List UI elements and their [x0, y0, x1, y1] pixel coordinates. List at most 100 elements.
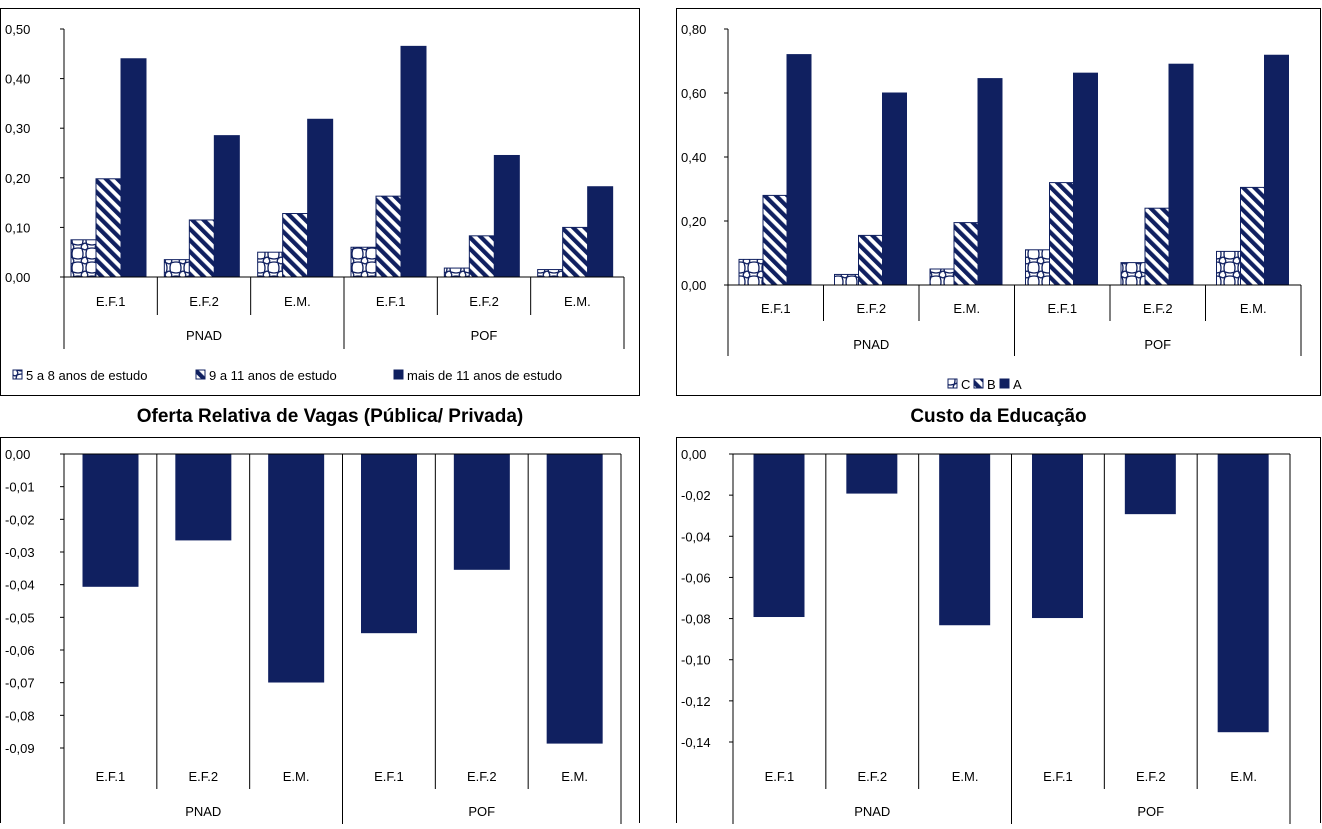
chart-frame: 0,80 0,60 0,40 0,20 0,00 E.F.1 E.F.2 E.M. E.F.1 E… [676, 8, 1321, 396]
bar [1240, 186, 1265, 286]
bar [834, 273, 859, 286]
y-tick-label: -0,09 [5, 741, 35, 756]
y-tick-label: -0,01 [5, 480, 35, 495]
legend-swatch [12, 369, 23, 380]
legend-label: 9 a 11 anos de estudo [209, 368, 337, 383]
legend-label: 5 a 8 anos de estudo [26, 368, 147, 383]
x-category-label: E.M. [952, 769, 979, 784]
bar [493, 154, 520, 278]
x-category-label: E.F.2 [188, 769, 218, 784]
y-tick-label: -0,07 [5, 676, 35, 691]
bar [939, 453, 991, 626]
chart-frame: 0,50 0,40 0,30 0,20 0,10 0,00 E.F.1 E.F.2 E.M. E.… [0, 8, 640, 396]
x-category-label: E.M. [1230, 769, 1257, 784]
bar [738, 258, 764, 286]
x-category-label: E.F.2 [189, 294, 219, 309]
x-category-label: E.F.2 [469, 294, 499, 309]
bar [562, 226, 589, 278]
y-tick-label: -0,08 [681, 612, 711, 627]
bar [1073, 72, 1098, 286]
x-category-label: E.F.2 [856, 301, 886, 316]
x-category-label: E.M. [561, 769, 588, 784]
bar [546, 453, 603, 744]
bar [1168, 63, 1194, 286]
bar [175, 453, 232, 541]
bar [1025, 249, 1050, 286]
bar [977, 78, 1003, 286]
y-tick-label: 0,20 [5, 171, 30, 186]
y-tick-label: 0,00 [5, 447, 30, 462]
legend-swatch [947, 378, 958, 389]
x-group-label: POF [468, 804, 495, 819]
bar [213, 135, 240, 278]
bar [163, 259, 190, 278]
y-tick-label: -0,02 [5, 512, 35, 527]
y-tick-label: -0,06 [681, 570, 711, 585]
y-tick-label: -0,08 [5, 708, 35, 723]
y-tick-label: 0,00 [681, 278, 706, 293]
bar-chart-2: 0,80 0,60 0,40 0,20 0,00 E.F.1 E.F.2 E.M. E.F.1 E… [681, 22, 1302, 392]
bar [188, 219, 215, 278]
x-category-label: E.F.2 [1136, 769, 1166, 784]
bar [786, 54, 812, 286]
bar [1049, 182, 1074, 286]
bar [375, 195, 402, 278]
bar [762, 194, 788, 286]
x-category-label: E.M. [953, 301, 980, 316]
bar [1124, 453, 1176, 515]
x-group-label: PNAD [186, 328, 222, 343]
y-tick-label: 0,80 [681, 22, 706, 37]
bar [1032, 453, 1083, 619]
y-tick-label: -0,03 [5, 545, 35, 560]
bar [1144, 207, 1170, 286]
bar [453, 453, 510, 570]
bar [882, 92, 907, 286]
y-tick-label: -0,02 [681, 488, 711, 503]
legend-swatch [973, 378, 984, 389]
x-category-label: E.F.2 [857, 769, 887, 784]
y-tick-label: -0,05 [5, 610, 35, 625]
bar [268, 453, 325, 683]
bar [120, 58, 147, 278]
chart-title: Oferta Relativa de Vagas (Pública/ Priva… [136, 406, 524, 427]
y-tick-label: 0,00 [5, 270, 30, 285]
bar [257, 251, 284, 278]
bar [929, 268, 955, 286]
bar-chart-1: 0,50 0,40 0,30 0,20 0,10 0,00 E.F.1 E.F.2 E.M. E.… [5, 22, 625, 383]
bar [846, 453, 898, 494]
chart-title: Custo da Educação [910, 406, 1087, 427]
y-tick-label: -0,04 [681, 529, 711, 544]
x-group-label: POF [471, 328, 498, 343]
y-tick-label: 0,40 [681, 150, 706, 165]
legend-swatch [393, 369, 404, 380]
x-category-label: E.M. [564, 294, 591, 309]
x-category-label: E.F.1 [761, 301, 791, 316]
x-group-label: PNAD [185, 804, 221, 819]
bar [1264, 54, 1289, 286]
x-group-label: PNAD [854, 804, 890, 819]
x-category-label: E.F.2 [1143, 301, 1173, 316]
legend-label: A [1013, 377, 1022, 392]
y-tick-label: 0,00 [681, 447, 706, 462]
x-group-label: POF [1137, 804, 1164, 819]
bar [1120, 262, 1146, 286]
x-category-label: E.M. [284, 294, 311, 309]
x-category-label: E.M. [1240, 301, 1267, 316]
bar [858, 234, 883, 286]
bar [953, 222, 979, 286]
legend-label: B [987, 377, 996, 392]
x-category-label: E.F.2 [467, 769, 497, 784]
legend-label: C [961, 377, 970, 392]
legend-swatch [999, 378, 1010, 389]
bar [753, 453, 805, 618]
y-tick-label: -0,10 [681, 653, 711, 668]
x-category-label: E.F.1 [765, 769, 795, 784]
bar [400, 45, 427, 278]
bar-chart-3: 0,00 -0,01 -0,02 -0,03 -0,04 -0,05 -0,06 -0,07 -… [5, 447, 622, 826]
bar [587, 186, 614, 278]
x-category-label: E.F.1 [96, 294, 126, 309]
y-tick-label: -0,14 [681, 735, 711, 750]
bar [82, 453, 139, 587]
bar [95, 178, 122, 278]
x-category-label: E.F.1 [1047, 301, 1077, 316]
